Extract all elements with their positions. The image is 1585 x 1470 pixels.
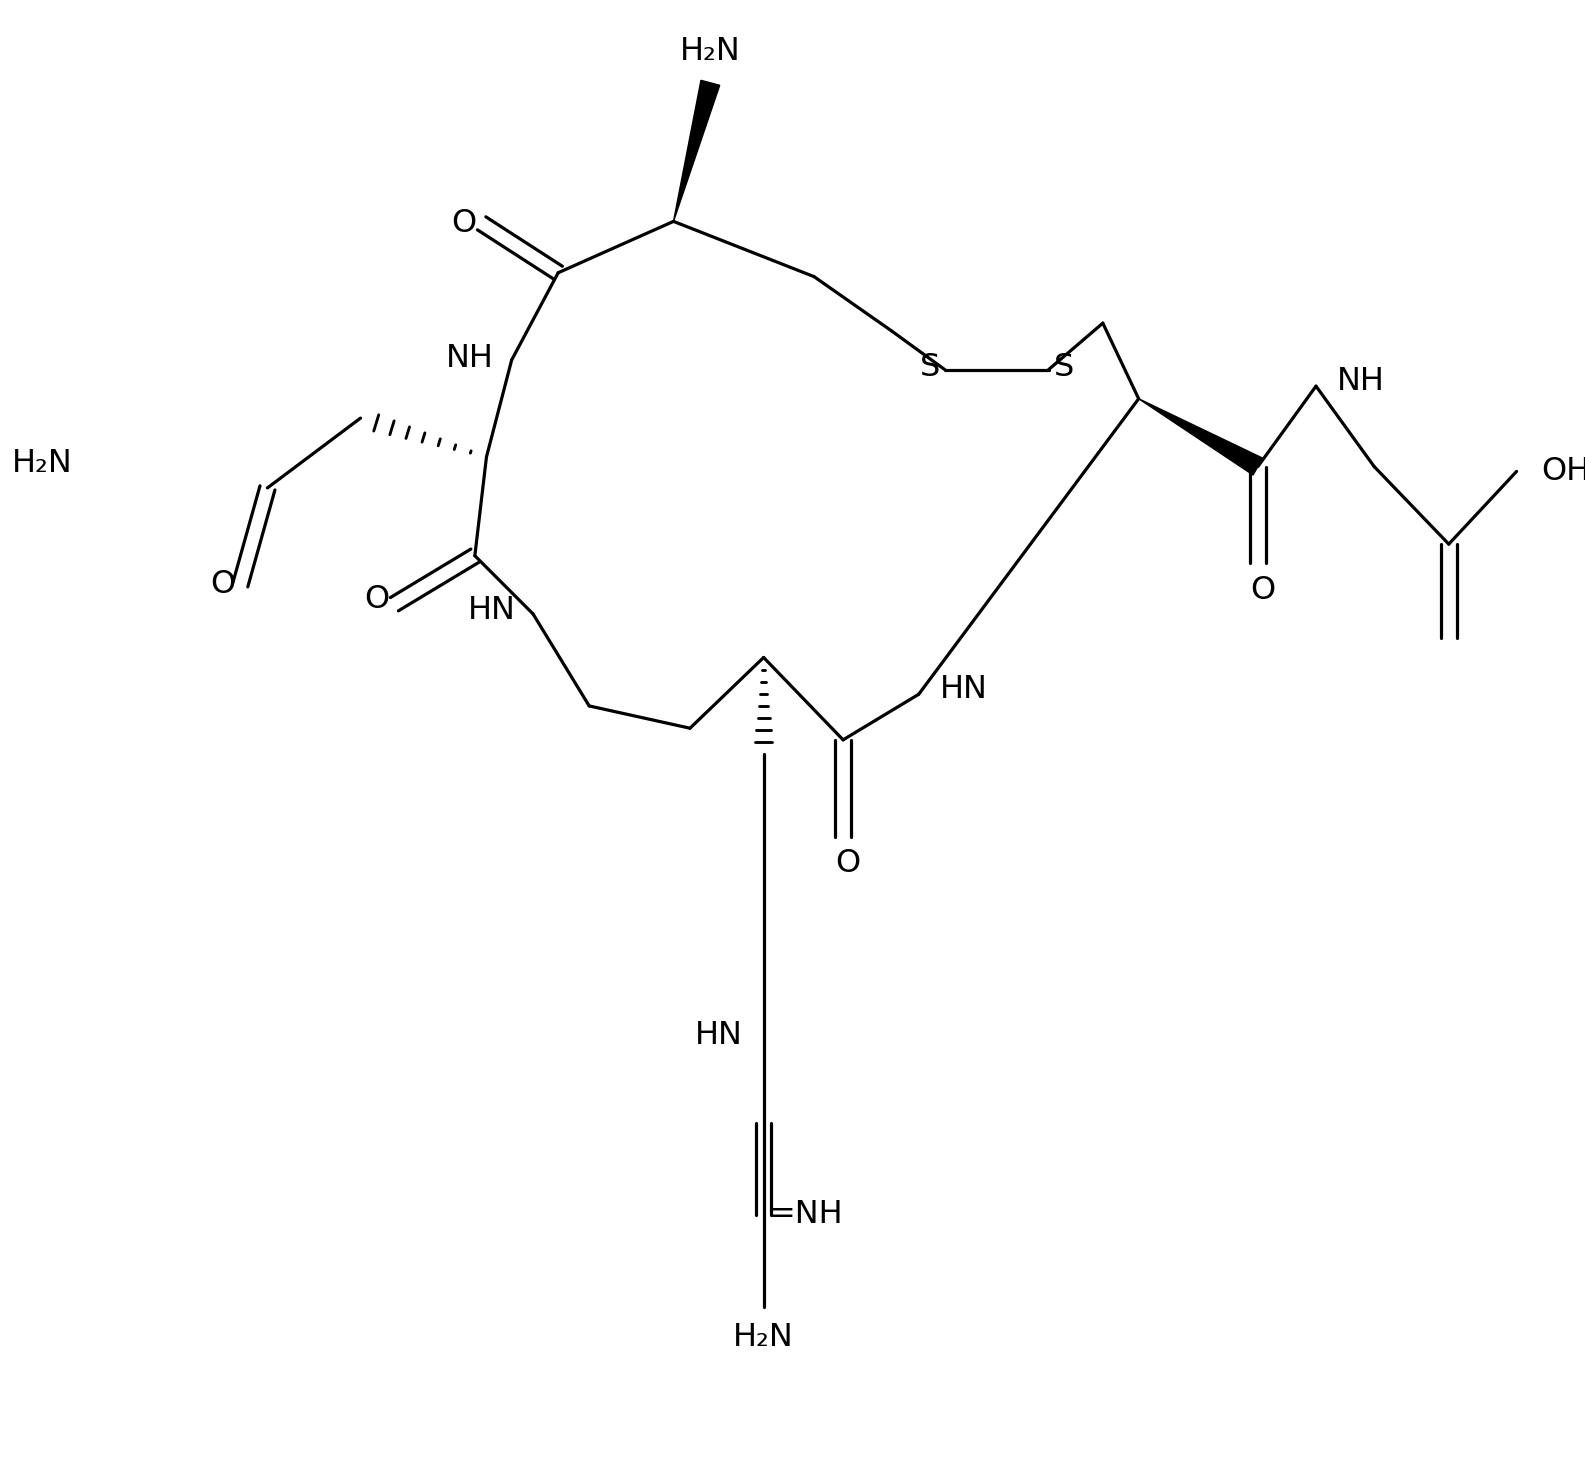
Polygon shape xyxy=(674,81,720,222)
Text: H₂N: H₂N xyxy=(680,37,740,68)
Text: NH: NH xyxy=(447,343,495,373)
Text: O: O xyxy=(211,569,236,600)
Text: H₂N: H₂N xyxy=(13,448,73,479)
Text: S: S xyxy=(919,353,940,384)
Text: =NH: =NH xyxy=(769,1200,843,1230)
Polygon shape xyxy=(1138,398,1263,475)
Text: S: S xyxy=(1054,353,1073,384)
Text: NH: NH xyxy=(1338,366,1385,397)
Text: HN: HN xyxy=(940,673,987,706)
Text: O: O xyxy=(835,848,861,879)
Text: O: O xyxy=(365,584,390,614)
Text: H₂N: H₂N xyxy=(734,1323,794,1354)
Text: O: O xyxy=(452,207,477,238)
Text: HN: HN xyxy=(694,1020,742,1051)
Text: OH: OH xyxy=(1541,456,1585,487)
Text: O: O xyxy=(1251,575,1276,606)
Text: HN: HN xyxy=(468,595,515,626)
